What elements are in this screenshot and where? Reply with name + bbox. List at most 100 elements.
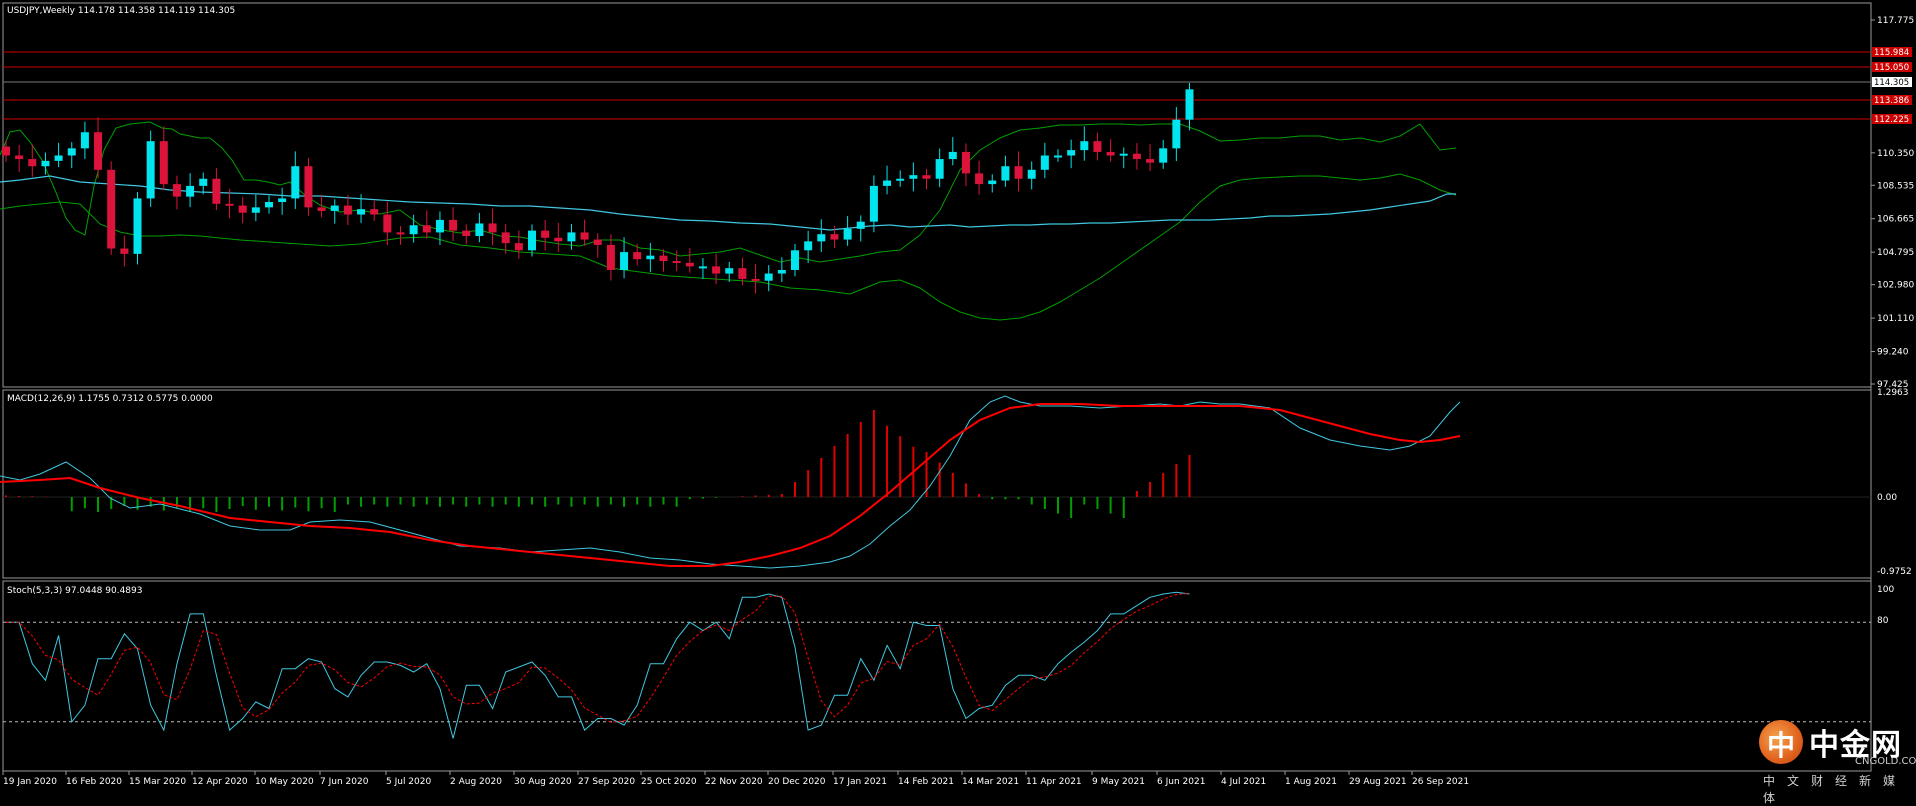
time-axis-label: 20 Dec 2020 xyxy=(768,777,826,787)
price-level-tag: 115.050 xyxy=(1874,63,1909,73)
candle xyxy=(449,219,458,231)
price-axis[interactable]: 117.775 110.350 108.535 106.665 104.795 102.9… xyxy=(1871,16,1914,390)
candle xyxy=(541,230,550,238)
candle xyxy=(304,166,313,208)
price-axis-label: 110.350 xyxy=(1877,149,1914,159)
candle xyxy=(1146,159,1155,163)
candle xyxy=(396,232,405,235)
candle xyxy=(856,221,865,229)
candle xyxy=(817,234,826,242)
candle xyxy=(435,219,444,233)
time-axis-label: 9 May 2021 xyxy=(1092,777,1145,787)
candle xyxy=(357,209,366,215)
candle xyxy=(883,180,892,186)
price-axis-label: 108.535 xyxy=(1877,181,1914,191)
brand-name: 中金网 xyxy=(1809,728,1902,763)
candle xyxy=(528,230,536,251)
candle xyxy=(935,159,944,179)
candle xyxy=(1054,155,1062,158)
time-axis-label: 14 Mar 2021 xyxy=(962,777,1019,787)
candle xyxy=(80,132,89,149)
time-axis-label: 6 Jun 2021 xyxy=(1157,777,1205,787)
cngold-logo-icon: 中 xyxy=(1759,720,1803,764)
macd-header: MACD(12,26,9) 1.1755 0.7312 0.5775 0.000… xyxy=(7,394,213,404)
macd-axis: 1.2963 0.00 -0.9752 xyxy=(1877,388,1912,577)
cngold-watermark: 中 中金网 CNGOLD.COM.CN 中文财经新媒体 xyxy=(1755,718,1916,805)
candle xyxy=(383,214,392,233)
candle xyxy=(896,178,905,181)
time-axis-label: 30 Aug 2020 xyxy=(514,777,572,787)
candle xyxy=(1040,155,1049,170)
candle xyxy=(343,205,352,215)
price-axis-label: 106.665 xyxy=(1877,215,1914,225)
candle xyxy=(159,141,168,185)
candle xyxy=(133,198,142,254)
horizontal-levels xyxy=(3,51,1871,120)
candle xyxy=(1093,141,1102,152)
candle xyxy=(922,175,931,179)
candle xyxy=(948,151,957,160)
candle xyxy=(804,241,813,251)
stoch-k-line xyxy=(6,591,1190,739)
time-axis-label: 15 Mar 2020 xyxy=(129,777,186,787)
price-level-tag: 112.225 xyxy=(1874,115,1909,125)
time-axis-label: 27 Sep 2020 xyxy=(578,777,635,787)
time-axis-label: 1 Aug 2021 xyxy=(1285,777,1337,787)
time-axis-label: 19 Jan 2020 xyxy=(3,777,57,787)
time-axis-label: 7 Jun 2020 xyxy=(320,777,369,787)
stochastic-indicator xyxy=(3,591,1871,739)
candle xyxy=(1172,119,1181,149)
candle xyxy=(172,184,181,197)
candle xyxy=(646,255,655,260)
main-header: USDJPY,Weekly 114.178 114.358 114.119 11… xyxy=(7,6,235,16)
stoch-pane[interactable] xyxy=(2,580,1872,772)
macd-pane[interactable] xyxy=(2,389,1872,579)
macd-axis-label: 1.2963 xyxy=(1877,388,1909,398)
candle xyxy=(659,255,668,262)
candle xyxy=(606,244,615,270)
time-axis-label: 14 Feb 2021 xyxy=(898,777,954,787)
stoch-d-line xyxy=(6,592,1190,723)
candle xyxy=(120,248,129,254)
time-axis-label: 26 Sep 2021 xyxy=(1412,777,1469,787)
macd-axis-label: 0.00 xyxy=(1877,493,1897,503)
time-axis-label: 2 Aug 2020 xyxy=(450,777,502,787)
price-axis-label: 102.980 xyxy=(1877,281,1914,291)
candle xyxy=(777,269,786,274)
candle xyxy=(567,232,576,242)
candle xyxy=(1027,169,1036,179)
candle xyxy=(554,237,563,242)
candle xyxy=(54,155,63,161)
price-axis-label: 117.775 xyxy=(1877,16,1914,26)
time-axis-label: 17 Jan 2021 xyxy=(833,777,887,787)
candle xyxy=(1067,150,1076,156)
candle xyxy=(1014,166,1023,179)
candle xyxy=(738,268,747,279)
candle xyxy=(1080,141,1089,151)
time-axis-label: 29 Aug 2021 xyxy=(1349,777,1407,787)
candle xyxy=(475,223,484,236)
time-axis-label: 4 Jul 2021 xyxy=(1221,777,1266,787)
candle xyxy=(909,175,918,179)
candle xyxy=(15,155,24,160)
time-axis-label: 22 Nov 2020 xyxy=(705,777,763,787)
price-level-tag: 115.984 xyxy=(1874,48,1909,58)
candle xyxy=(1132,153,1141,160)
candle xyxy=(238,205,247,213)
price-axis-label: 101.110 xyxy=(1877,314,1914,324)
brand-site: CNGOLD.COM.CN xyxy=(1855,756,1916,767)
candle xyxy=(830,234,839,240)
time-axis-label: 5 Jul 2020 xyxy=(386,777,431,787)
time-axis[interactable]: 19 Jan 2020 16 Feb 2020 15 Mar 2020 12 Apr … xyxy=(2,771,1469,787)
candle xyxy=(672,261,681,264)
candle xyxy=(225,203,234,206)
candle xyxy=(199,178,208,186)
moving-average xyxy=(0,175,1456,231)
candle xyxy=(409,225,418,235)
candle xyxy=(751,278,760,281)
candle xyxy=(988,180,997,185)
candle xyxy=(501,232,510,244)
stoch-axis: 100 80 xyxy=(1877,585,1894,626)
stoch-header: Stoch(5,3,3) 97.0448 90.4893 xyxy=(7,586,142,596)
